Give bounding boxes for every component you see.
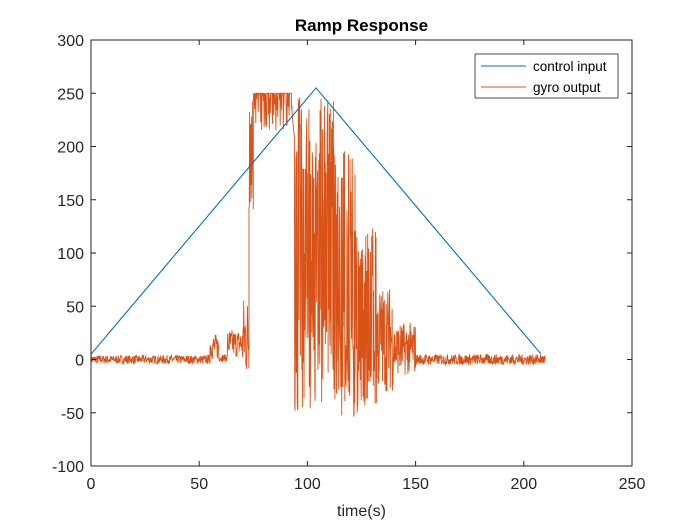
y-tick-label: 250 xyxy=(57,86,84,103)
x-tick-label: 200 xyxy=(510,476,537,493)
legend-label-gyro-output: gyro output xyxy=(533,80,601,95)
legend-label-control-input: control input xyxy=(533,59,607,74)
x-axis-label: time(s) xyxy=(337,503,386,520)
x-tick-label: 0 xyxy=(87,476,96,493)
x-tick-label: 250 xyxy=(619,476,646,493)
x-tick-label: 150 xyxy=(402,476,429,493)
y-tick-label: -100 xyxy=(52,459,84,476)
x-tick-label: 50 xyxy=(190,476,208,493)
series-line-gyro-output xyxy=(90,92,546,417)
chart-title: Ramp Response xyxy=(295,16,428,35)
legend-box xyxy=(474,53,619,99)
series-layer xyxy=(90,87,546,417)
y-tick-label: 50 xyxy=(66,299,84,316)
y-tick-label: 0 xyxy=(75,353,84,370)
y-tick-label: 100 xyxy=(57,246,84,263)
y-tick-label: 150 xyxy=(57,193,84,210)
tick-layer: 0 50 100 150 200 250 -100 -50 0 50 100 150 200 250 300 xyxy=(52,33,645,493)
y-tick-label: -50 xyxy=(61,406,84,423)
x-tick-label: 100 xyxy=(294,476,321,493)
series-line-control-input xyxy=(90,87,542,355)
y-tick-label: 200 xyxy=(57,140,84,157)
legend: control input gyro output xyxy=(474,53,619,99)
y-tick-label: 300 xyxy=(57,33,84,50)
